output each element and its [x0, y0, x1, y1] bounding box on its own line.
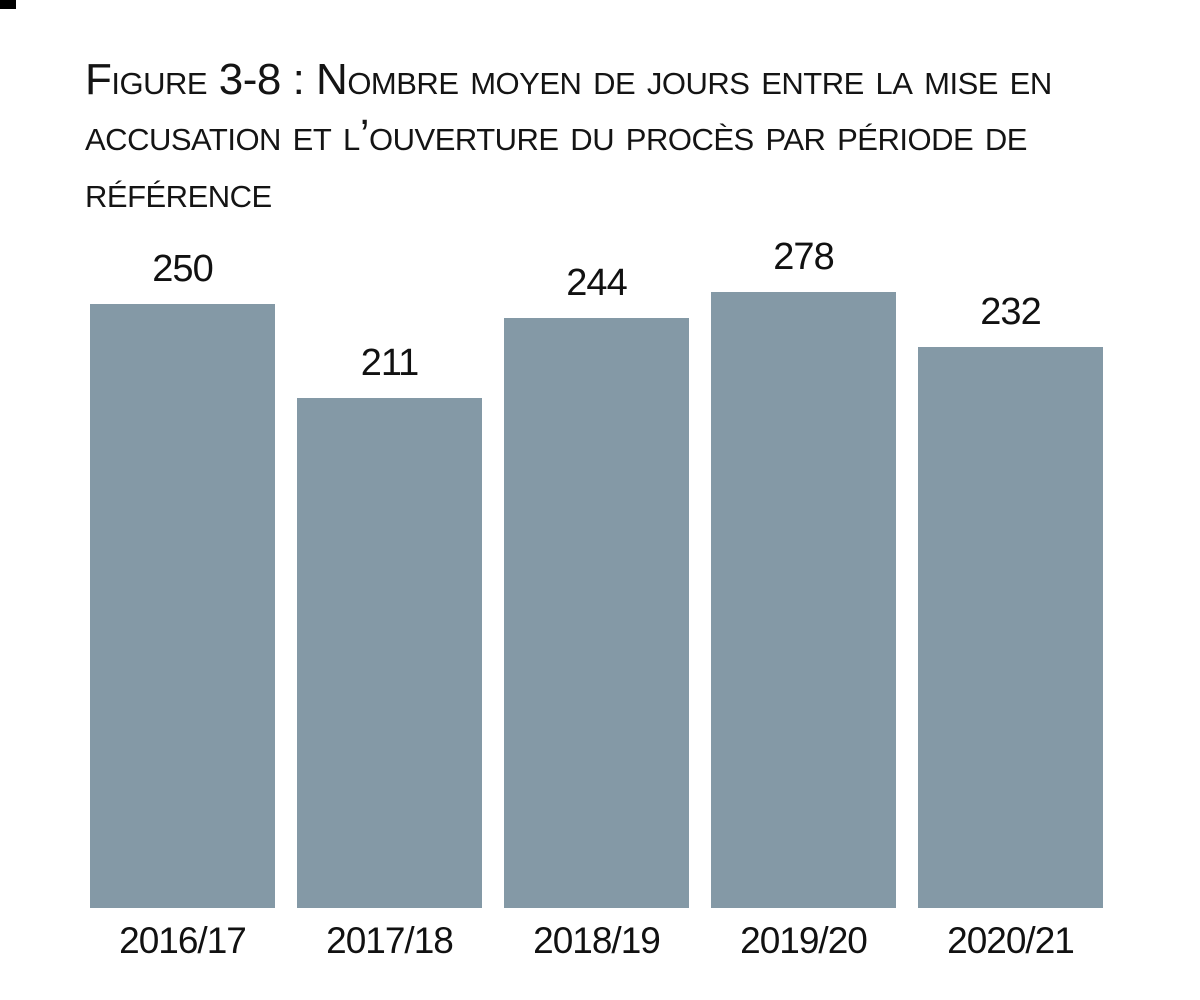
- x-axis-label: 2020/21: [947, 920, 1075, 961]
- bar-value-label: 211: [360, 342, 420, 384]
- bar-column: 211: [297, 236, 482, 908]
- x-axis-label: 2018/19: [533, 920, 661, 961]
- page-corner-mark: [0, 0, 16, 9]
- bar: [504, 318, 689, 908]
- bar-value-label: 244: [566, 262, 627, 304]
- x-axis-label: 2019/20: [740, 920, 868, 961]
- bar: [90, 304, 275, 908]
- x-axis-labels: 2016/17 2017/18 2018/19 2019/20 2020/21: [90, 920, 1103, 962]
- bar-column: 244: [504, 236, 689, 908]
- bar-column: 250: [90, 236, 275, 908]
- figure-title: Figure 3-8 : Nombre moyen de jours entre…: [85, 55, 1052, 217]
- plot-area: 250 211 244 278 232: [90, 236, 1103, 908]
- x-axis-label: 2017/18: [326, 920, 454, 961]
- bar-column: 278: [711, 236, 896, 908]
- bar-column: 232: [918, 236, 1103, 908]
- bar-value-label: 278: [773, 236, 834, 278]
- bar-chart: 250 211 244 278 232 2016/17 2017/18 2018/19 201…: [90, 236, 1103, 962]
- bar: [711, 292, 896, 908]
- bar-value-label: 232: [980, 291, 1041, 333]
- bar: [297, 398, 482, 908]
- x-axis-label: 2016/17: [119, 920, 247, 961]
- bar-value-label: 250: [152, 248, 213, 290]
- bar: [918, 347, 1103, 908]
